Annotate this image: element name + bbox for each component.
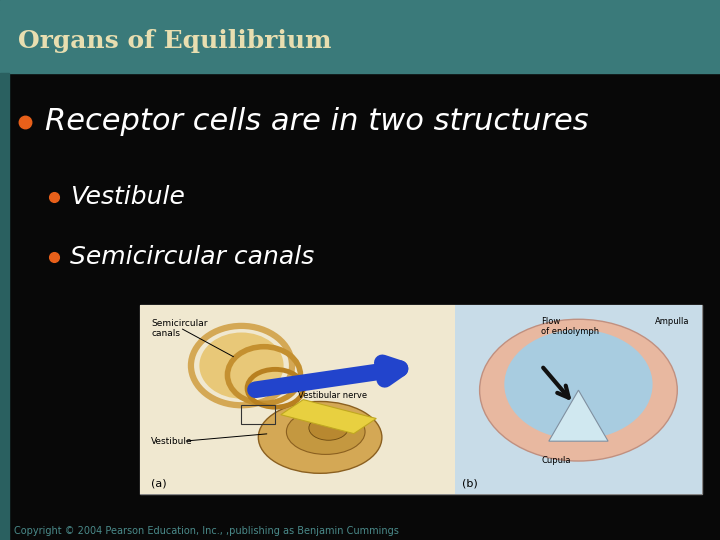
Text: Semicircular canals: Semicircular canals [70, 245, 314, 268]
Text: (b): (b) [462, 478, 478, 489]
Text: Vestibular nerve: Vestibular nerve [297, 392, 366, 400]
Text: Flow
of endolymph: Flow of endolymph [541, 317, 600, 336]
Ellipse shape [504, 329, 652, 440]
Bar [0, 73, 9, 540]
Text: Semicircular
canals: Semicircular canals [151, 319, 207, 338]
Polygon shape [281, 400, 377, 434]
Text: Cupula: Cupula [541, 456, 571, 464]
Bar [140, 305, 455, 494]
Text: Ampulla: Ampulla [655, 317, 690, 326]
Bar [455, 305, 702, 494]
Bar [140, 305, 702, 494]
Text: Receptor cells are in two structures: Receptor cells are in two structures [45, 107, 589, 136]
Polygon shape [549, 390, 608, 441]
Ellipse shape [199, 333, 284, 399]
Ellipse shape [309, 416, 348, 440]
Bar [0, 10, 720, 73]
Text: Vestibule: Vestibule [151, 437, 193, 445]
Bar [0, 0, 720, 10]
Text: (a): (a) [151, 478, 167, 489]
Bar [241, 405, 275, 424]
Ellipse shape [258, 402, 382, 473]
Text: Organs of Equilibrium: Organs of Equilibrium [18, 29, 331, 53]
Ellipse shape [287, 409, 365, 454]
Text: Copyright © 2004 Pearson Education, Inc., ,publishing as Benjamin Cummings: Copyright © 2004 Pearson Education, Inc.… [14, 525, 400, 536]
Ellipse shape [480, 319, 678, 461]
Text: Vestibule: Vestibule [70, 185, 185, 209]
